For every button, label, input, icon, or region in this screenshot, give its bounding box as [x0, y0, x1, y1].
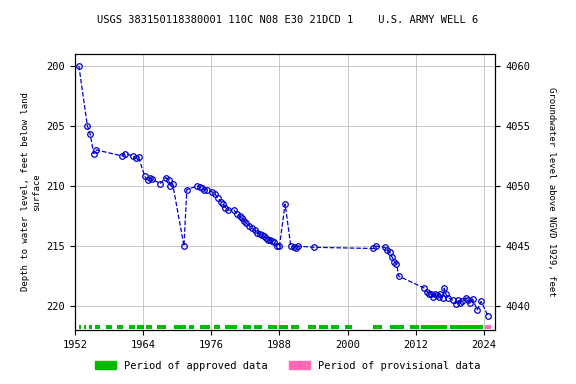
Bar: [157, 324, 166, 329]
Bar: [308, 324, 316, 329]
Y-axis label: Depth to water level, feet below land
surface: Depth to water level, feet below land su…: [21, 93, 41, 291]
Bar: [242, 324, 251, 329]
Bar: [106, 324, 112, 329]
Bar: [84, 324, 86, 329]
Bar: [345, 324, 352, 329]
Y-axis label: Groundwater level above NGVD 1929, feet: Groundwater level above NGVD 1929, feet: [547, 87, 556, 297]
Bar: [319, 324, 328, 329]
Bar: [146, 324, 151, 329]
Bar: [89, 324, 92, 329]
Bar: [138, 324, 144, 329]
Bar: [422, 324, 447, 329]
Bar: [331, 324, 339, 329]
Bar: [485, 324, 491, 329]
Bar: [390, 324, 404, 329]
Bar: [188, 324, 194, 329]
Bar: [268, 324, 276, 329]
Bar: [450, 324, 483, 329]
Bar: [373, 324, 382, 329]
Bar: [410, 324, 419, 329]
Bar: [79, 324, 81, 329]
Bar: [95, 324, 100, 329]
Bar: [118, 324, 123, 329]
Text: USGS 383150118380001 110C N08 E30 21DCD 1    U.S. ARMY WELL 6: USGS 383150118380001 110C N08 E30 21DCD …: [97, 15, 479, 25]
Bar: [200, 324, 210, 329]
Legend: Period of approved data, Period of provisional data: Period of approved data, Period of provi…: [91, 357, 485, 375]
Bar: [291, 324, 300, 329]
Bar: [214, 324, 220, 329]
Bar: [129, 324, 135, 329]
Bar: [254, 324, 263, 329]
Bar: [225, 324, 237, 329]
Bar: [279, 324, 288, 329]
Bar: [175, 324, 185, 329]
